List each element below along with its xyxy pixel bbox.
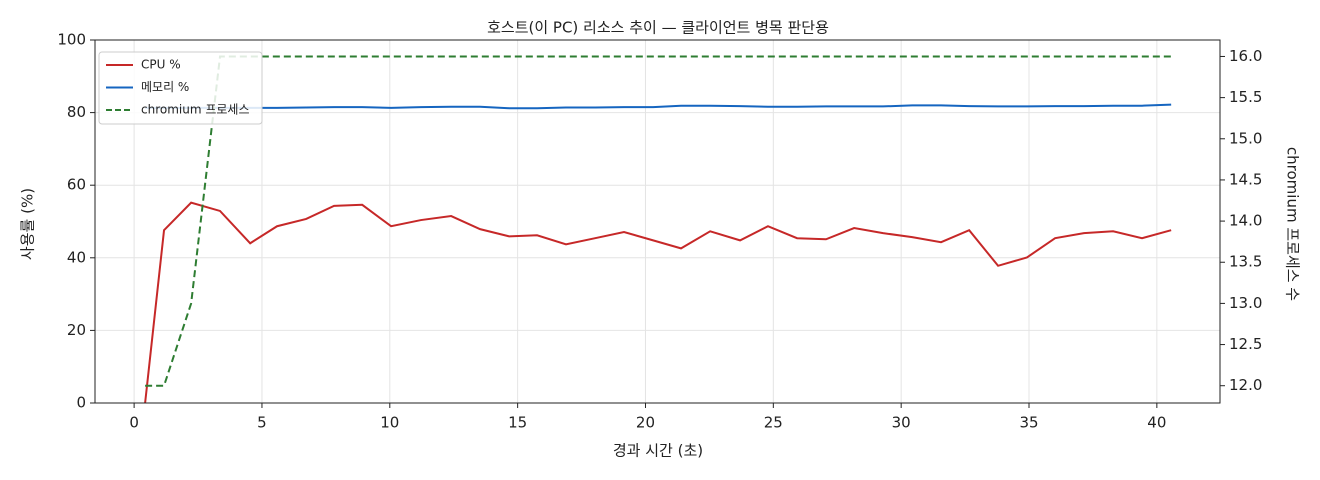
legend-box [98,51,263,125]
x-tick-label: 25 [764,414,783,432]
x-tick-label: 15 [508,414,527,432]
y-tick-label: 80 [67,103,86,121]
y2-tick-label: 15.0 [1229,129,1262,147]
y-tick-label: 60 [67,176,86,194]
x-tick-label: 30 [892,414,911,432]
x-axis-label: 경과 시간 (초) [613,442,703,460]
y2-tick-label: 13.0 [1229,294,1262,312]
legend-label: 메모리 % [141,80,189,94]
y2-axis-label: chromium 프로세스 수 [1284,147,1302,301]
x-tick-label: 0 [129,414,139,432]
y2-tick-label: 12.5 [1229,335,1262,353]
y-tick-label: 20 [67,321,86,339]
x-tick-label: 10 [380,414,399,432]
x-tick-label: 40 [1147,414,1166,432]
y2-tick-label: 15.5 [1229,88,1262,106]
x-tick-label: 5 [257,414,267,432]
legend-label: CPU % [141,58,181,72]
series-line [145,55,1172,387]
y2-tick-label: 13.5 [1229,253,1262,271]
plot-frame [94,39,1221,404]
y-tick-label: 0 [76,394,86,412]
y2-tick-label: 16.0 [1229,47,1262,65]
series-line [144,201,1172,403]
chart-title: 호스트(이 PC) 리소스 추이 — 클라이언트 병목 판단용 [487,19,829,37]
x-tick-label: 20 [636,414,655,432]
y2-tick-label: 14.5 [1229,170,1262,188]
y-tick-label: 40 [67,248,86,266]
x-tick-label: 35 [1019,414,1038,432]
y-axis-label: 사용률 (%) [19,188,37,260]
series-line [145,103,1172,110]
y2-tick-label: 14.0 [1229,212,1262,230]
legend-label: chromium 프로세스 [141,103,250,117]
y-tick-label: 100 [57,31,86,49]
y2-tick-label: 12.0 [1229,376,1262,394]
